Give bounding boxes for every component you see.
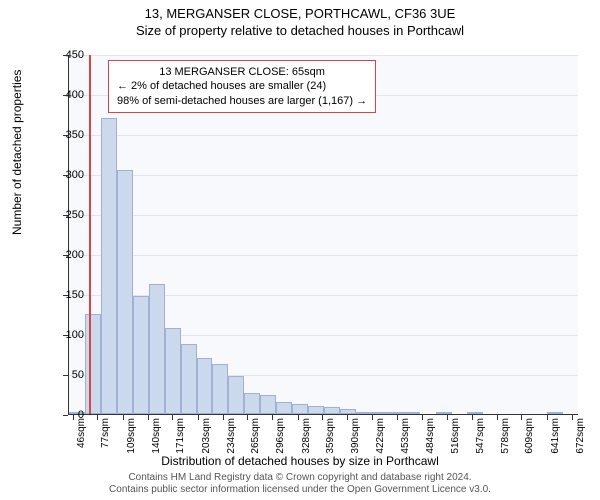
histogram-bar (85, 314, 101, 414)
histogram-bar (436, 412, 452, 414)
footer-line-1: Contains HM Land Registry data © Crown c… (0, 472, 600, 484)
footer-line-2: Contains public sector information licen… (0, 484, 600, 496)
gridline (69, 255, 578, 256)
y-tick-mark (63, 55, 68, 56)
x-axis-title: Distribution of detached houses by size … (0, 454, 600, 468)
gridline (69, 175, 578, 176)
x-tick-mark (397, 415, 398, 420)
y-axis-title: Number of detached properties (10, 70, 24, 235)
histogram-bar (276, 402, 292, 414)
gridline (69, 55, 578, 56)
histogram-bar (340, 409, 356, 414)
histogram-bar (181, 344, 197, 414)
x-tick-mark (521, 415, 522, 420)
y-tick-mark (63, 135, 68, 136)
page-address: 13, MERGANSER CLOSE, PORTHCAWL, CF36 3UE (0, 6, 600, 21)
histogram-bar (101, 118, 117, 414)
x-tick-mark (472, 415, 473, 420)
histogram-bar (308, 406, 324, 414)
x-tick-mark (547, 415, 548, 420)
x-tick-mark (372, 415, 373, 420)
x-tick-mark (422, 415, 423, 420)
annotation-line-3: 98% of semi-detached houses are larger (… (117, 94, 367, 108)
gridline (69, 215, 578, 216)
y-tick-mark (63, 95, 68, 96)
histogram-bar (165, 328, 181, 414)
histogram-bar (149, 284, 165, 414)
histogram-bar (467, 412, 483, 414)
x-tick-mark (123, 415, 124, 420)
x-tick-mark (73, 415, 74, 420)
x-tick-mark (347, 415, 348, 420)
histogram-bar (260, 395, 276, 414)
histogram-bar (228, 376, 244, 414)
histogram-bar (547, 412, 563, 414)
histogram-bar (388, 412, 404, 414)
histogram-bar (356, 412, 372, 414)
x-tick-mark (322, 415, 323, 420)
x-tick-mark (97, 415, 98, 420)
x-tick-mark (447, 415, 448, 420)
annotation-box: 13 MERGANSER CLOSE: 65sqm ← 2% of detach… (108, 60, 376, 113)
y-tick-mark (63, 375, 68, 376)
annotation-line-2: ← 2% of detached houses are smaller (24) (117, 79, 367, 93)
y-tick-mark (63, 295, 68, 296)
y-tick-mark (63, 255, 68, 256)
histogram-bar (292, 404, 308, 414)
x-tick-mark (572, 415, 573, 420)
y-tick-mark (63, 415, 68, 416)
property-marker-line (89, 55, 91, 414)
histogram-bar (244, 393, 260, 414)
histogram-bar (404, 412, 420, 414)
histogram-bar (324, 407, 340, 414)
y-tick-mark (63, 175, 68, 176)
x-tick-mark (198, 415, 199, 420)
x-tick-mark (172, 415, 173, 420)
x-tick-mark (223, 415, 224, 420)
annotation-line-1: 13 MERGANSER CLOSE: 65sqm (117, 65, 367, 79)
histogram-bar (372, 412, 388, 414)
x-tick-mark (148, 415, 149, 420)
footer-attribution: Contains HM Land Registry data © Crown c… (0, 472, 600, 496)
y-tick-mark (63, 215, 68, 216)
histogram-bar (117, 170, 133, 414)
x-tick-mark (497, 415, 498, 420)
histogram-bar (212, 364, 228, 414)
page-subtitle: Size of property relative to detached ho… (0, 23, 600, 38)
y-tick-mark (63, 335, 68, 336)
gridline (69, 135, 578, 136)
histogram-bar (133, 296, 149, 414)
histogram-bar (197, 358, 213, 414)
x-tick-mark (298, 415, 299, 420)
x-tick-mark (247, 415, 248, 420)
x-tick-mark (272, 415, 273, 420)
